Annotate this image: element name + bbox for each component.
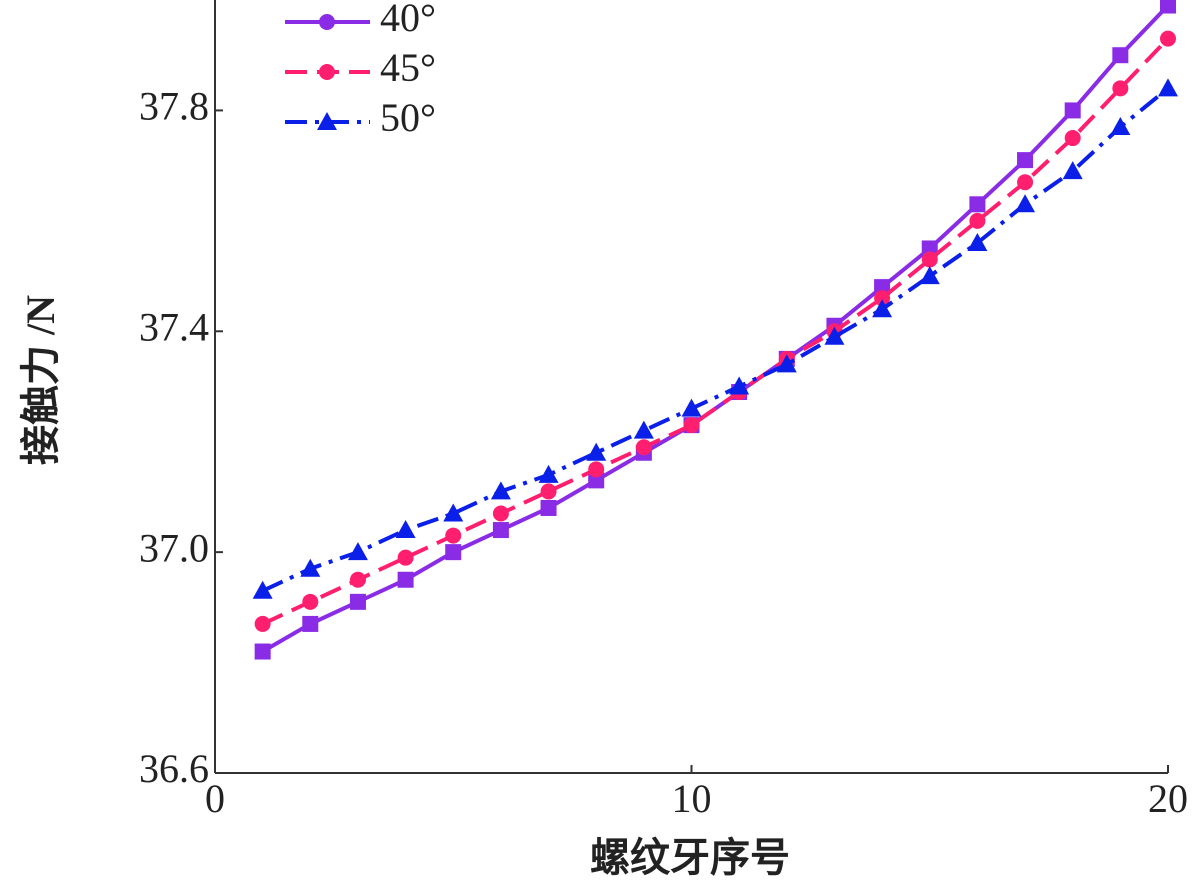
marker (969, 196, 986, 213)
marker (395, 520, 416, 539)
y-tick-label: 36.6 (139, 746, 209, 791)
marker (254, 615, 271, 632)
marker (302, 615, 319, 632)
marker (397, 549, 414, 566)
marker (538, 464, 559, 483)
marker (492, 505, 509, 522)
series-line (261, 37, 1170, 626)
legend-label: 50° (380, 95, 436, 140)
marker (319, 64, 335, 80)
y-tick-label: 37.8 (139, 84, 209, 129)
y-tick-label: 37.4 (139, 304, 209, 349)
marker (683, 417, 700, 434)
marker (1064, 102, 1081, 119)
marker (967, 232, 988, 251)
marker (1160, 0, 1176, 14)
marker (872, 299, 893, 318)
marker (1017, 174, 1034, 191)
marker (300, 558, 321, 577)
legend-label: 45° (380, 45, 436, 90)
x-tick-label: 10 (672, 776, 712, 821)
marker (874, 290, 891, 307)
marker (776, 354, 797, 373)
y-tick-label: 37.0 (139, 525, 209, 570)
marker (1112, 47, 1129, 64)
marker (252, 580, 273, 599)
marker (1158, 78, 1178, 97)
marker (443, 503, 464, 522)
marker (397, 571, 414, 588)
marker (633, 420, 654, 439)
y-axis-label: 接触力 /N (18, 295, 63, 465)
marker (1110, 116, 1131, 135)
marker (490, 481, 511, 500)
marker (319, 14, 335, 30)
marker (921, 240, 938, 257)
marker (492, 522, 509, 539)
marker (445, 544, 462, 561)
marker (588, 472, 605, 489)
marker (921, 251, 938, 268)
marker (445, 527, 462, 544)
marker (919, 266, 940, 285)
marker (1062, 161, 1083, 180)
marker (1112, 80, 1129, 97)
x-tick-label: 0 (205, 776, 225, 821)
marker (317, 112, 337, 130)
marker (540, 483, 557, 500)
marker (1015, 194, 1036, 213)
x-axis-label: 螺纹牙序号 (590, 835, 790, 880)
marker (588, 461, 605, 478)
marker (349, 571, 366, 588)
marker (729, 376, 750, 395)
marker (1160, 30, 1176, 47)
marker (1064, 130, 1081, 147)
marker (254, 643, 271, 660)
marker (540, 499, 557, 516)
x-tick-label: 20 (1148, 776, 1188, 821)
marker (969, 212, 986, 229)
marker (635, 439, 652, 456)
marker (1017, 152, 1034, 169)
marker (349, 593, 366, 610)
legend-label: 40° (380, 0, 436, 40)
marker (874, 279, 891, 296)
marker (302, 593, 319, 610)
marker (347, 542, 368, 561)
marker (681, 398, 702, 417)
marker (824, 326, 845, 345)
marker (586, 442, 607, 461)
